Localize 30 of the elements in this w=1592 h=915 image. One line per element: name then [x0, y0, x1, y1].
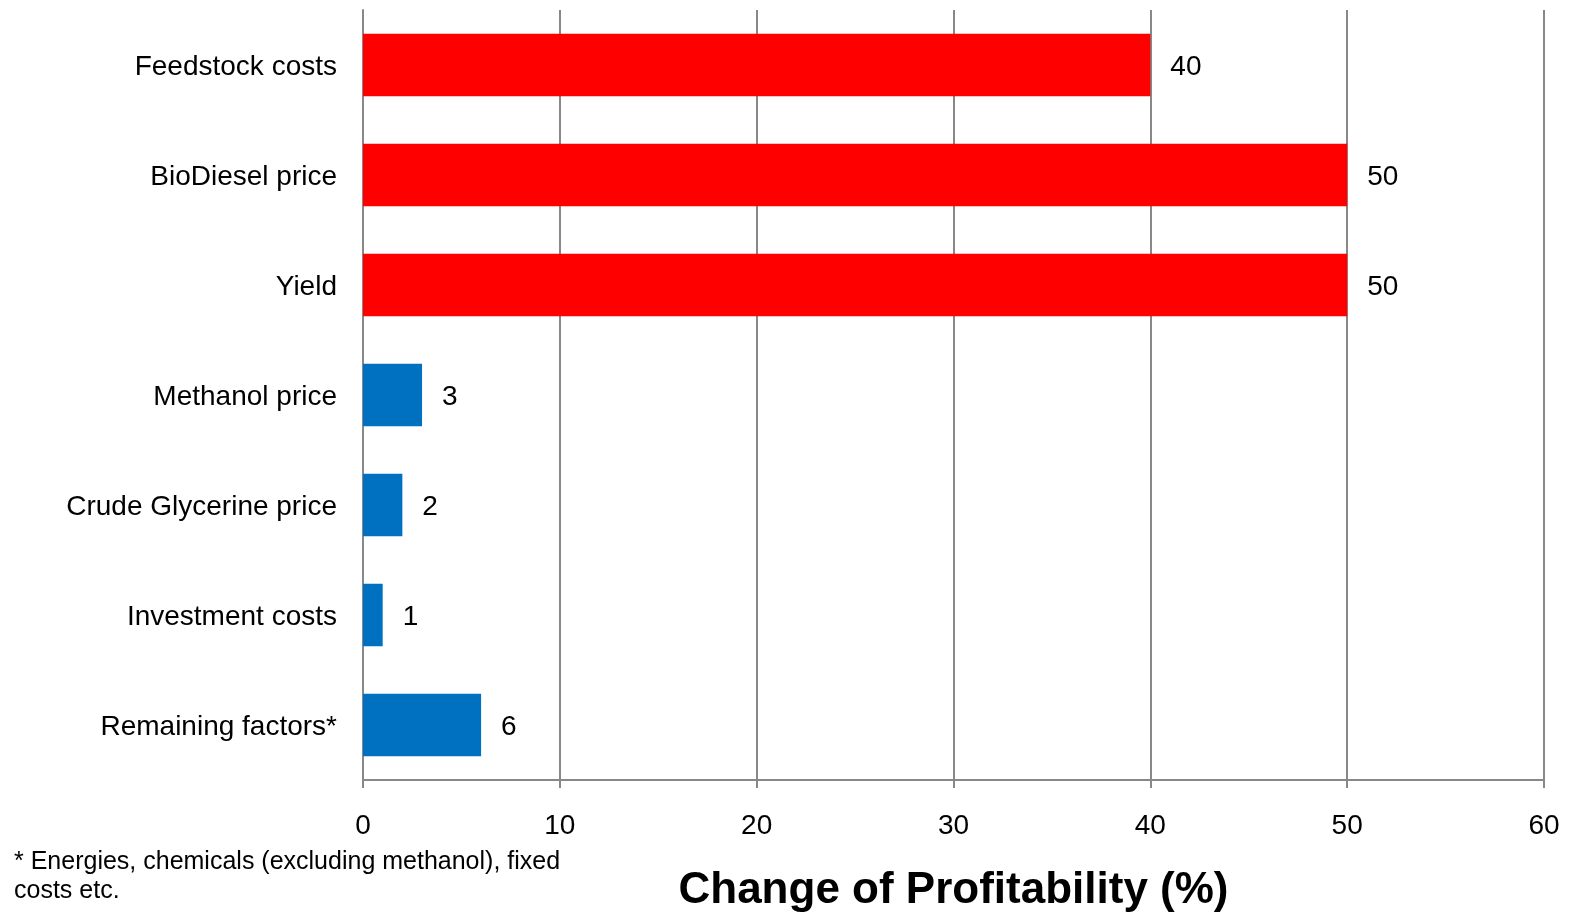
data-label: 50 [1367, 269, 1399, 301]
data-label: 6 [501, 709, 517, 741]
data-label: 3 [442, 379, 458, 411]
y-tick-label: Methanol price [153, 379, 337, 411]
y-tick-label: Crude Glycerine price [66, 489, 337, 521]
bar [363, 253, 1348, 317]
x-tick-label: 40 [1134, 808, 1166, 840]
data-label: 40 [1170, 49, 1202, 81]
y-tick-label: BioDiesel price [150, 159, 337, 191]
bar [363, 583, 383, 647]
y-tick-label: Investment costs [126, 599, 337, 631]
y-tick-label: Feedstock costs [134, 49, 337, 81]
bar [363, 363, 423, 427]
data-label: 1 [402, 599, 419, 631]
text: * Energies, chemicals (excluding methanol), fixed costs etc. [14, 846, 562, 904]
x-tick-label: 20 [741, 808, 773, 840]
x-tick-label: 0 [355, 808, 371, 840]
x-axis-title: Change of Profitability (%) [678, 862, 1229, 912]
x-tick-label: 50 [1331, 808, 1363, 840]
x-tick-label: 60 [1528, 808, 1560, 840]
data-label: 50 [1367, 159, 1399, 191]
y-tick-label: Yield [275, 269, 337, 301]
bar [363, 33, 1151, 97]
x-tick-label: 10 [544, 808, 576, 840]
data-label: 2 [422, 489, 438, 521]
bar [363, 693, 482, 757]
y-tick-label: Remaining factors* [100, 709, 338, 741]
x-tick-label: 30 [937, 808, 970, 840]
bar [363, 473, 403, 537]
bar [363, 143, 1348, 207]
